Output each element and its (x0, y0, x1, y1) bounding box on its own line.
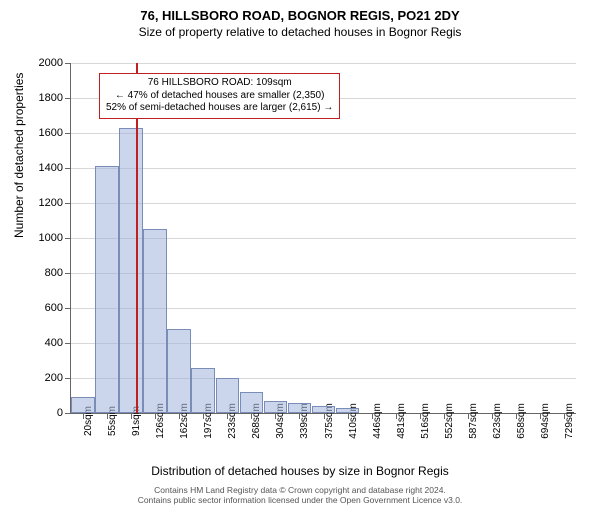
histogram-bar (143, 229, 167, 413)
y-tick-label: 0 (57, 407, 63, 419)
y-tick-label: 2000 (39, 57, 63, 69)
y-tick-label: 600 (45, 302, 63, 314)
grid-line (71, 63, 576, 64)
histogram-chart: 020040060080010001200140016001800200020s… (70, 63, 576, 414)
grid-line (71, 203, 576, 204)
histogram-bar (191, 368, 215, 414)
histogram-bar (119, 128, 143, 413)
y-tick-label: 1200 (39, 197, 63, 209)
y-tick (65, 168, 71, 169)
x-tick-label: 552sqm (444, 403, 455, 439)
chart-subtitle: Size of property relative to detached ho… (0, 25, 600, 39)
x-tick-label: 729sqm (564, 403, 575, 439)
histogram-bar (240, 392, 264, 413)
y-tick (65, 63, 71, 64)
histogram-bar (312, 406, 336, 413)
histogram-bar (71, 397, 95, 413)
y-tick (65, 133, 71, 134)
y-tick-label: 800 (45, 267, 63, 279)
histogram-bar (336, 408, 360, 413)
histogram-bar (264, 401, 288, 413)
annotation-line1: 76 HILLSBORO ROAD: 109sqm (106, 77, 333, 90)
y-tick (65, 308, 71, 309)
y-tick (65, 203, 71, 204)
y-tick (65, 238, 71, 239)
x-tick-label: 694sqm (540, 403, 551, 439)
histogram-bar (95, 166, 119, 413)
y-tick-label: 1000 (39, 232, 63, 244)
y-tick-label: 1600 (39, 127, 63, 139)
annotation-line3: 52% of semi-detached houses are larger (… (106, 102, 333, 115)
y-tick-label: 1400 (39, 162, 63, 174)
y-axis-title: Number of detached properties (12, 73, 26, 238)
footer-line2: Contains public sector information licen… (0, 496, 600, 506)
annotation-line2: ← 47% of detached houses are smaller (2,… (106, 90, 333, 103)
x-tick-label: 446sqm (372, 403, 383, 439)
x-tick-label: 623sqm (492, 403, 503, 439)
x-tick-label: 587sqm (468, 403, 479, 439)
x-tick-label: 658sqm (516, 403, 527, 439)
y-tick (65, 273, 71, 274)
footer-attribution: Contains HM Land Registry data © Crown c… (0, 486, 600, 506)
y-tick-label: 200 (45, 372, 63, 384)
x-tick-label: 516sqm (420, 403, 431, 439)
y-tick (65, 343, 71, 344)
x-axis-title: Distribution of detached houses by size … (0, 464, 600, 478)
x-tick-label: 481sqm (396, 403, 407, 439)
histogram-bar (216, 378, 240, 413)
grid-line (71, 133, 576, 134)
annotation-box: 76 HILLSBORO ROAD: 109sqm ← 47% of detac… (99, 73, 340, 119)
y-tick (65, 378, 71, 379)
histogram-bar (288, 403, 312, 414)
y-tick (65, 413, 71, 414)
y-tick (65, 98, 71, 99)
y-tick-label: 1800 (39, 92, 63, 104)
grid-line (71, 168, 576, 169)
page-title: 76, HILLSBORO ROAD, BOGNOR REGIS, PO21 2… (0, 8, 600, 23)
histogram-bar (167, 329, 191, 413)
y-tick-label: 400 (45, 337, 63, 349)
